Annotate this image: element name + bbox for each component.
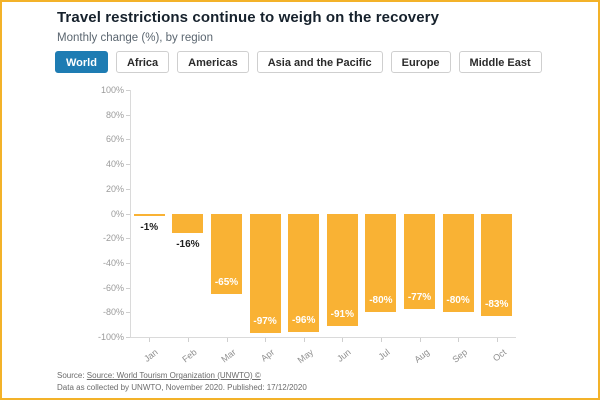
chart-subtitle: Monthly change (%), by region (57, 32, 213, 44)
y-tick-mark (126, 213, 130, 215)
bar-feb[interactable] (172, 213, 204, 234)
source-link[interactable]: Source: World Tourism Organization (UNWT… (86, 371, 261, 380)
x-tick-mark (419, 338, 421, 342)
y-tick-label: 0% (110, 208, 124, 219)
x-tick-mark (187, 338, 189, 342)
x-tick-mark (496, 338, 498, 342)
data-note: Data as collected by UNWTO, November 202… (57, 383, 307, 392)
tab-europe[interactable]: Europe (390, 51, 451, 73)
tab-middle-east[interactable]: Middle East (458, 51, 542, 73)
x-tick-label: Jul (376, 347, 392, 362)
y-tick-mark (126, 238, 130, 240)
bar-value-label: -97% (253, 316, 277, 328)
tab-americas[interactable]: Americas (177, 51, 249, 73)
y-tick-label: 60% (105, 134, 124, 145)
bar-value-label: -77% (407, 291, 432, 303)
x-tick-label: May (295, 347, 315, 366)
y-tick-mark (126, 287, 130, 289)
y-tick-label: -20% (102, 233, 124, 244)
x-tick-mark (303, 338, 305, 342)
tab-africa[interactable]: Africa (115, 51, 170, 73)
chart-title: Travel restrictions continue to weigh on… (57, 9, 440, 26)
bar-value-label: -65% (214, 276, 239, 288)
chart-footer: Source: Source: World Tourism Organizati… (57, 370, 307, 394)
x-tick-mark (458, 338, 460, 342)
tab-asia-and-the-pacific[interactable]: Asia and the Pacific (256, 51, 383, 73)
bar-value-label: -80% (446, 295, 470, 307)
y-tick-mark (126, 262, 130, 264)
x-tick-label: Sep (450, 347, 470, 365)
bar-oct[interactable] (481, 213, 513, 316)
x-tick-mark (342, 338, 344, 342)
bar-value-label: -1% (140, 221, 159, 233)
bar-aug[interactable] (404, 213, 435, 309)
x-axis-line (130, 337, 516, 338)
x-tick-mark (226, 338, 228, 342)
y-tick-mark (126, 312, 130, 314)
y-tick-label: 80% (105, 109, 124, 120)
y-tick-label: 40% (105, 159, 124, 170)
y-tick-mark (126, 139, 130, 141)
bar-mar[interactable] (211, 213, 242, 294)
bar-may[interactable] (288, 213, 320, 333)
y-tick-mark (126, 114, 130, 116)
y-tick-mark (126, 337, 130, 338)
x-tick-label: Aug (411, 347, 431, 365)
bar-value-label: -16% (176, 239, 200, 251)
y-tick-label: -40% (102, 257, 124, 268)
x-tick-mark (149, 338, 151, 342)
bar-jan[interactable] (133, 213, 165, 216)
x-tick-label: Jun (335, 347, 353, 364)
x-tick-label: Apr (259, 347, 277, 364)
y-tick-mark (126, 90, 130, 91)
y-tick-label: -100% (97, 332, 124, 342)
bar-value-label: -96% (292, 315, 316, 327)
bar-jun[interactable] (326, 213, 358, 326)
bar-value-label: -80% (369, 295, 393, 307)
y-axis-line (130, 90, 131, 337)
y-tick-label: 100% (100, 85, 124, 95)
region-tabs: World Africa Americas Asia and the Pacific E… (55, 51, 542, 73)
x-tick-label: Jan (142, 347, 160, 364)
tab-world[interactable]: World (55, 51, 108, 73)
y-tick-mark (126, 188, 130, 190)
x-tick-label: Feb (180, 347, 199, 365)
x-tick-label: Mar (218, 347, 238, 365)
y-tick-label: -60% (102, 282, 124, 293)
bar-value-label: -91% (330, 308, 354, 320)
y-tick-label: -80% (102, 307, 124, 318)
y-tick-label: 20% (105, 183, 124, 194)
x-tick-mark (380, 338, 382, 342)
y-tick-mark (126, 164, 130, 166)
x-tick-label: Oct (490, 347, 508, 364)
source-line: Source: Source: World Tourism Organizati… (57, 370, 307, 382)
bar-jul[interactable] (365, 213, 397, 313)
x-tick-mark (265, 338, 267, 342)
bar-value-label: -83% (485, 299, 509, 310)
bar-apr[interactable] (249, 213, 281, 334)
source-prefix: Source: (57, 371, 87, 380)
bar-sep[interactable] (442, 213, 474, 313)
